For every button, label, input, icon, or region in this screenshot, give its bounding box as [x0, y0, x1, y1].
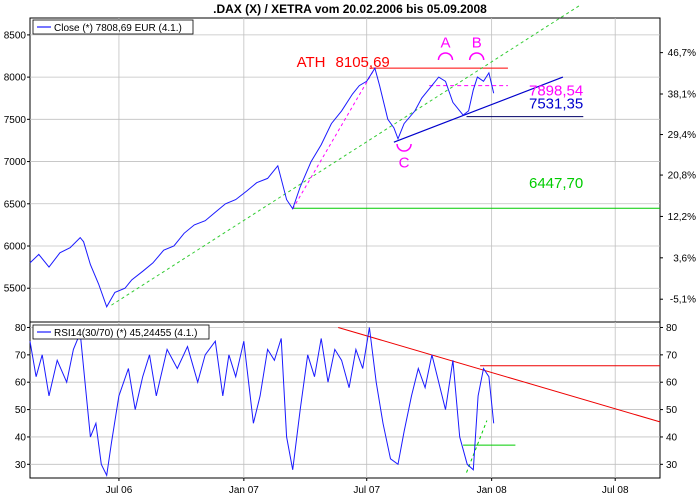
price-right-axis: -5,1% 3,6% 12,2% 20,8% 29,4% 38,1% 46,7%	[660, 48, 696, 306]
rsi-series-line	[29, 327, 495, 477]
price-legend-box	[32, 19, 194, 35]
price-legend-text: Close (*) 7808,69 EUR (4.1.)	[54, 23, 182, 34]
rsi-right-tick-label: 80	[666, 323, 678, 334]
rsi-y-tick-label: 50	[15, 405, 27, 416]
rsi-right-tick-label: 50	[666, 405, 678, 416]
peak-a-arc	[437, 52, 454, 61]
price-right-tick-label: 46,7%	[668, 48, 696, 59]
price-legend: Close (*) 7808,69 EUR (4.1.)	[32, 19, 194, 35]
price-y-tick-label: 7500	[4, 115, 27, 126]
price-trendlines	[111, 4, 660, 306]
peak-b-label: B	[472, 34, 482, 51]
trough-c-label: C	[399, 154, 410, 171]
price-panel-frame	[29, 17, 661, 323]
rsi-y-tick-label: 70	[15, 350, 27, 361]
price-y-tick-label: 8000	[4, 73, 27, 84]
price-right-tick-label: 38,1%	[668, 90, 696, 101]
price-y-tick-label: 8500	[4, 30, 27, 41]
trough-c-arc	[396, 143, 412, 152]
rsi-panel-frame	[29, 321, 661, 479]
rsi-legend: RSI14(30/70) (*) 45,24455 (4.1.)	[32, 324, 210, 340]
x-tick-label: Jul 06	[106, 485, 133, 496]
rsi-y-tick-label: 30	[15, 460, 27, 471]
price-y-tick-label: 6500	[4, 199, 27, 210]
price-right-tick-label: 20,8%	[668, 171, 696, 182]
rsi-right-tick-label: 30	[666, 460, 678, 471]
support-value-label: 7531,35	[529, 96, 583, 113]
x-tick-label: Jul 08	[602, 485, 629, 496]
rsi-trendlines	[338, 326, 661, 473]
rsi-right-tick-label: 60	[666, 378, 678, 389]
rsi-y-tick-label: 60	[15, 378, 27, 389]
x-axis: Jul 06 Jan 07 Jul 07 Jan 08 Jul 08	[106, 478, 629, 496]
rsi-panel: 30 30 40 40 50 50 60 60 70 70 80 80 RSI14(30/70) (*…	[15, 321, 678, 479]
price-y-tick-label: 6000	[4, 242, 27, 253]
x-tick-label: Jul 07	[353, 485, 380, 496]
rsi-y-tick-label: 40	[15, 432, 27, 443]
ath-value-label: 8105,69	[336, 54, 390, 71]
rsi-right-tick-label: 70	[666, 350, 678, 361]
ab-value-label: 7898,54	[529, 83, 583, 100]
green-support-value-label: 6447,70	[529, 175, 583, 192]
rsi-y-tick-label: 80	[15, 323, 27, 334]
rsi-red-trend-line	[338, 326, 661, 423]
x-tick-label: Jan 08	[477, 485, 507, 496]
ath-label: ATH	[297, 54, 326, 71]
chart-title: .DAX (X) / XETRA vom 20.02.2006 bis 05.0…	[213, 2, 487, 16]
peak-a-label: A	[440, 34, 450, 51]
price-blue-trend-line	[393, 76, 564, 143]
price-right-tick-label: -5,1%	[670, 295, 696, 306]
price-right-tick-label: 29,4%	[668, 130, 696, 141]
rsi-legend-text: RSI14(30/70) (*) 45,24455 (4.1.)	[54, 328, 197, 339]
price-y-tick-label: 5500	[4, 284, 27, 295]
rsi-legend-box	[32, 324, 210, 340]
peak-b-arc	[468, 52, 485, 61]
price-green-dashed-trend-line	[111, 4, 581, 306]
rsi-right-tick-label: 40	[666, 432, 678, 443]
price-series-line	[29, 66, 495, 308]
price-panel: 5500 6000 6500 7000 7500 8000 8500 -5,1% 3,6% 12…	[4, 4, 696, 323]
rsi-y-axis: 30 30 40 40 50 50 60 60 70 70 80 80	[15, 323, 678, 471]
price-right-tick-label: 3,6%	[673, 253, 696, 264]
price-y-axis: 5500 6000 6500 7000 7500 8000 8500	[4, 30, 30, 295]
price-y-tick-label: 7000	[4, 157, 27, 168]
x-tick-label: Jan 07	[229, 485, 259, 496]
price-right-tick-label: 12,2%	[668, 212, 696, 223]
